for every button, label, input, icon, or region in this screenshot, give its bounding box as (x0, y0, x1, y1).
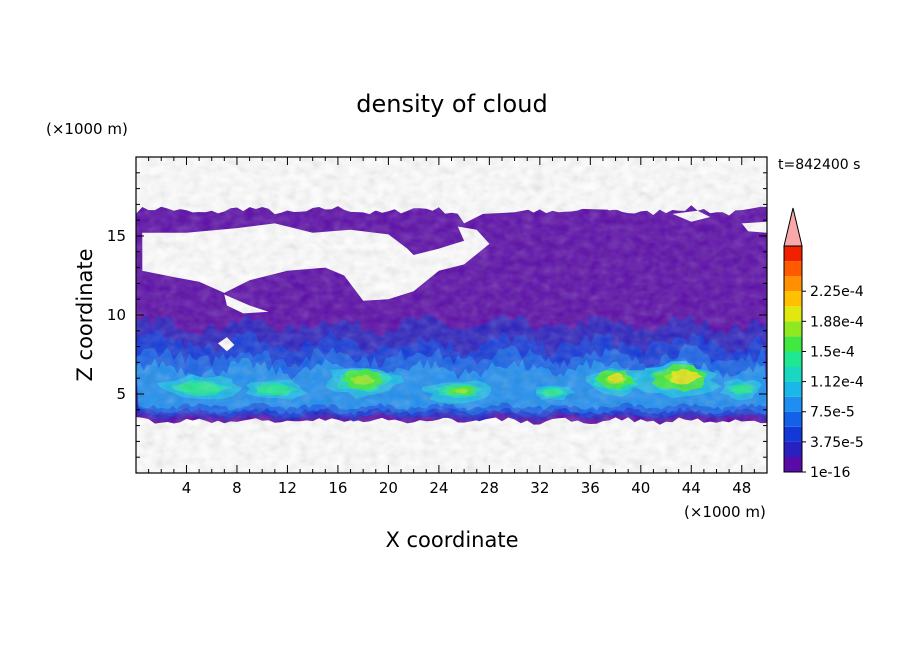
x-axis-label: X coordinate (385, 528, 518, 552)
colorbar-extend-arrow (783, 207, 803, 247)
y-unit-label: (×1000 m) (46, 120, 128, 138)
chart-title: density of cloud (356, 90, 547, 118)
field-texture (136, 157, 767, 473)
colorbar-segment (784, 276, 802, 292)
colorbar-segment (784, 441, 802, 457)
x-tick-label: 28 (480, 479, 499, 497)
colorbar-segment (784, 396, 802, 412)
x-tick-label: 32 (530, 479, 549, 497)
y-tick-label: 5 (116, 385, 126, 403)
x-unit-label: (×1000 m) (684, 503, 766, 521)
x-tick-label: 4 (182, 479, 192, 497)
colorbar-label: 2.25e-4 (810, 284, 864, 300)
colorbar-segment (784, 336, 802, 352)
x-tick-label: 36 (581, 479, 600, 497)
colorbar-segment (784, 381, 802, 397)
x-tick-label: 12 (278, 479, 297, 497)
x-tick-label: 40 (631, 479, 650, 497)
x-axis: 4 8 12 16 20 24 28 32 36 40 44 48 (148, 157, 755, 497)
x-tick-label: 24 (429, 479, 448, 497)
colorbar-segment (784, 321, 802, 337)
x-tick-label: 20 (379, 479, 398, 497)
x-tick-label: 48 (732, 479, 751, 497)
y-tick-label: 15 (107, 227, 126, 245)
colorbar-label: 1.12e-4 (810, 375, 864, 391)
colorbar-label: 1.88e-4 (810, 314, 864, 330)
colorbar-segment (784, 306, 802, 322)
colorbar-label: 3.75e-5 (810, 435, 864, 451)
y-tick-label: 10 (107, 306, 126, 324)
colorbar-segment (784, 411, 802, 427)
colorbar-segment (784, 366, 802, 382)
time-label: t=842400 s (778, 157, 860, 173)
x-tick-label: 44 (682, 479, 701, 497)
colorbar-segment (784, 246, 802, 262)
colorbar-segment (784, 456, 802, 472)
colorbar-segment (784, 291, 802, 307)
y-axis-label: Z coordinate (73, 248, 97, 381)
colorbar-segment (784, 426, 802, 442)
colorbar-segment (784, 351, 802, 367)
colorbar-segment (784, 261, 802, 277)
x-tick-label: 8 (232, 479, 242, 497)
x-tick-label: 16 (328, 479, 347, 497)
colorbar-frame (783, 245, 803, 473)
colorbar-label: 1.5e-4 (810, 344, 855, 360)
colorbar: 1e-16 3.75e-5 7.5e-5 1.12e-4 1.5e-4 1.88e-4 2.… (783, 207, 864, 481)
y-axis: 5 10 15 (107, 172, 767, 458)
colorbar-label: 1e-16 (810, 465, 850, 481)
colorbar-label: 7.5e-5 (810, 405, 855, 421)
